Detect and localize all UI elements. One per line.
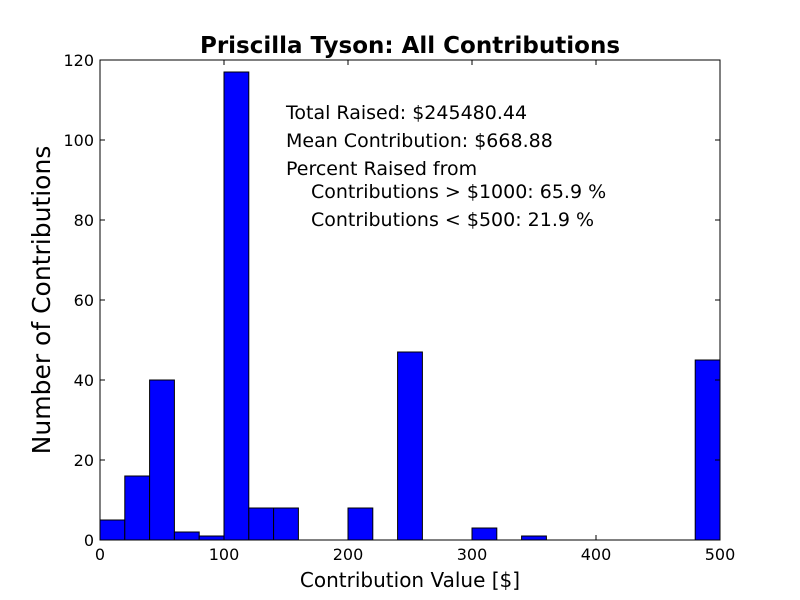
x-axis-label: Contribution Value [$]: [300, 568, 520, 592]
histogram-bar-120: [248, 507, 275, 541]
annotation-total-raised: Total Raised: $245480.44: [285, 102, 527, 124]
histogram-bar-20: [124, 475, 151, 541]
histogram-bar-60: [173, 531, 200, 541]
x-tick-label-400: 400: [581, 545, 612, 564]
histogram-bar-40: [149, 379, 175, 541]
y-tick-label-120: 120: [63, 51, 94, 70]
y-tick-label-80: 80: [74, 211, 94, 230]
histogram-bar-100: [223, 71, 250, 541]
x-tick-label-100: 100: [209, 545, 240, 564]
histogram-bar-0: [99, 519, 126, 541]
y-tick-label-0: 0: [84, 531, 94, 550]
y-tick-label-20: 20: [74, 451, 94, 470]
y-tick-label-40: 40: [74, 371, 94, 390]
histogram-bar-300: [471, 527, 498, 541]
x-tick-label-0: 0: [95, 545, 105, 564]
x-tick-label-300: 300: [457, 545, 488, 564]
annotation-percent-raised: Percent Raised from: [286, 158, 477, 180]
x-tick-label-500: 500: [705, 545, 736, 564]
y-tick-label-100: 100: [63, 131, 94, 150]
axis-ticks: 0 100 200 300 400 500 0 20 40 60 80 100 120: [63, 51, 735, 564]
histogram-bar-480: [694, 359, 721, 541]
annotation-over-1000: Contributions > $1000: 65.9 %: [311, 181, 606, 203]
histogram-bar-340: [521, 535, 547, 541]
y-tick-label-60: 60: [74, 291, 94, 310]
annotation-under-500: Contributions < $500: 21.9 %: [311, 209, 594, 231]
y-axis-label: Number of Contributions: [27, 146, 56, 455]
x-tick-label-200: 200: [333, 545, 364, 564]
histogram-bar-240: [397, 351, 423, 541]
histogram-bar-80: [198, 535, 225, 541]
histogram-bar-140: [273, 507, 299, 541]
chart-title: Priscilla Tyson: All Contributions: [200, 33, 620, 59]
bars-group: [99, 71, 721, 541]
annotation-mean-contribution: Mean Contribution: $668.88: [286, 130, 553, 152]
histogram-bar-200: [347, 507, 374, 541]
